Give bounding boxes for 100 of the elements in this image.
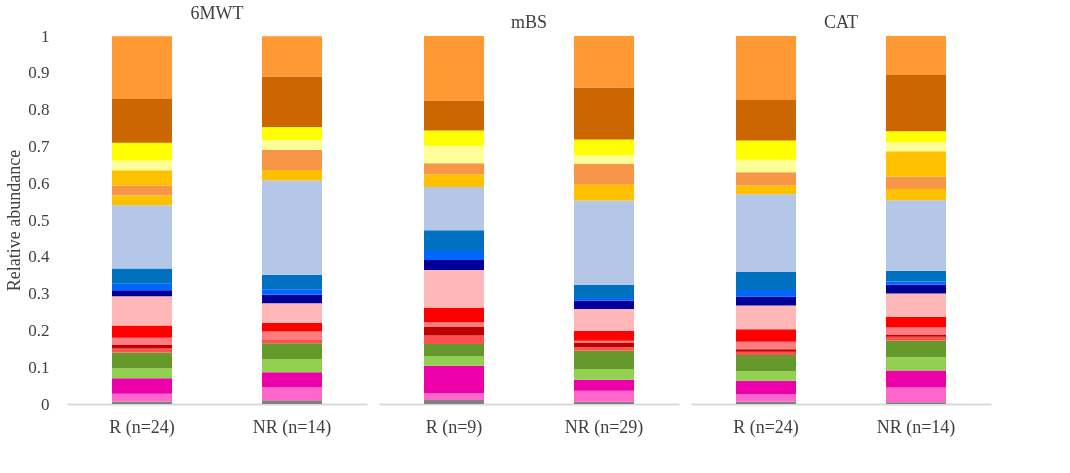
bar: [886, 334, 946, 337]
chart-title: 6MWT: [190, 3, 244, 23]
bar: [262, 359, 322, 373]
bar: [736, 349, 796, 352]
bar: [574, 369, 634, 380]
bar: [574, 155, 634, 164]
bar: [736, 329, 796, 342]
bar: [262, 303, 322, 324]
bar: [112, 348, 172, 353]
bar: [736, 194, 796, 272]
bar: [736, 401, 796, 404]
bar: [736, 296, 796, 306]
bar: [424, 344, 484, 357]
bar: [112, 378, 172, 394]
bar: [886, 36, 946, 76]
bar: [112, 98, 172, 143]
bar: [886, 200, 946, 271]
y-tick-label: 0.7: [28, 136, 50, 156]
bar: [736, 370, 796, 381]
bar: [424, 163, 484, 175]
bar: [112, 401, 172, 404]
bar: [262, 387, 322, 401]
x-tick-label: R (n=24): [109, 416, 175, 438]
bar: [262, 150, 322, 170]
bar: [424, 100, 484, 131]
y-tick-label: 0.2: [28, 320, 50, 340]
bar: [262, 372, 322, 388]
y-axis-title: Relative abundance: [4, 149, 25, 292]
bar: [886, 151, 946, 177]
chart-title: CAT: [823, 12, 859, 32]
y-tick-label: 1: [41, 26, 50, 46]
bar: [574, 200, 634, 285]
bar: [736, 305, 796, 330]
bar: [736, 380, 796, 395]
x-tick-label: NR (n=29): [564, 416, 644, 438]
bar: [736, 100, 796, 141]
bar: [112, 142, 172, 161]
bar: [736, 185, 796, 195]
bar: [262, 140, 322, 151]
x-tick-label: R (n=9): [425, 416, 483, 438]
bar: [424, 145, 484, 164]
bar: [262, 180, 322, 275]
bar: [424, 392, 484, 400]
bar: [886, 370, 946, 388]
bar: [262, 343, 322, 360]
y-tick-label: 0: [41, 394, 50, 414]
bar: [112, 325, 172, 338]
bar: [262, 76, 322, 127]
bar: [886, 270, 946, 282]
bar: [574, 184, 634, 201]
y-tick-label: 0.4: [28, 247, 50, 267]
bar: [112, 345, 172, 349]
bar: [262, 323, 322, 332]
bar: [262, 294, 322, 304]
bar: [424, 270, 484, 308]
bar: [736, 289, 796, 297]
bar: [112, 337, 172, 346]
bar: [574, 342, 634, 348]
bar: [736, 140, 796, 160]
bar: [262, 331, 322, 340]
bar: [886, 75, 946, 132]
bar: [886, 284, 946, 294]
bar: [424, 335, 484, 345]
bar: [886, 142, 946, 152]
bar: [424, 399, 484, 404]
bar: [574, 330, 634, 341]
bar: [262, 400, 322, 404]
bar: [886, 316, 946, 328]
bar: [424, 321, 484, 328]
bar: [424, 365, 484, 393]
bar: [736, 394, 796, 402]
bar: [424, 174, 484, 187]
chart-title: mBS: [510, 12, 548, 32]
bar: [112, 185, 172, 196]
bar: [424, 356, 484, 366]
y-tick-label: 0.5: [28, 210, 50, 230]
bar: [886, 293, 946, 317]
bar: [574, 284, 634, 299]
bar: [886, 340, 946, 358]
bar: [262, 289, 322, 295]
bar: [736, 159, 796, 173]
bar: [736, 36, 796, 101]
y-tick-label: 0.8: [28, 100, 50, 120]
bar: [112, 160, 172, 171]
bar: [886, 189, 946, 201]
bar: [424, 36, 484, 101]
bar: [424, 130, 484, 146]
bar: [112, 283, 172, 291]
bar: [736, 355, 796, 371]
bar: [262, 339, 322, 344]
bar: [112, 368, 172, 379]
bar: [574, 347, 634, 351]
bar: [886, 176, 946, 190]
bar: [424, 230, 484, 251]
bar: [112, 170, 172, 186]
bar: [424, 186, 484, 231]
bar: [262, 169, 322, 181]
bar: [574, 390, 634, 402]
bar: [424, 327, 484, 336]
bar: [112, 393, 172, 402]
